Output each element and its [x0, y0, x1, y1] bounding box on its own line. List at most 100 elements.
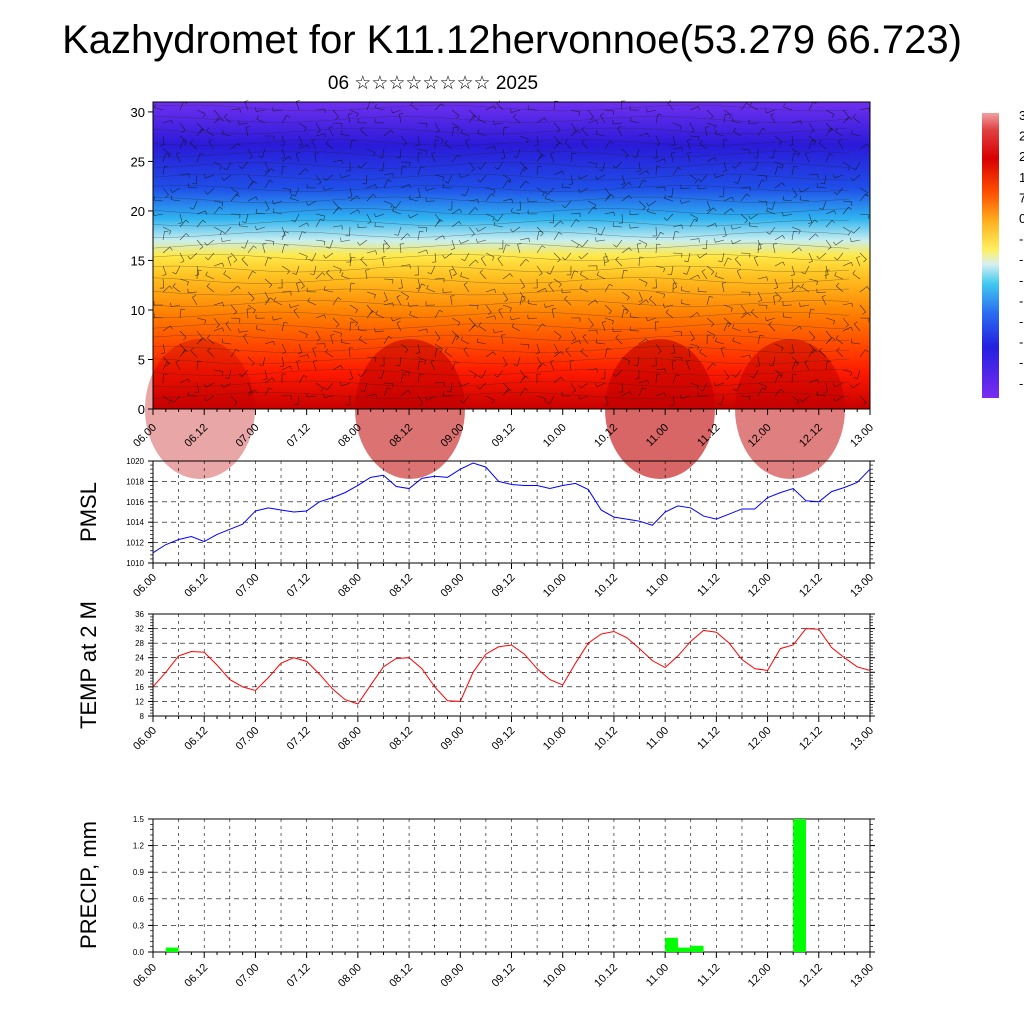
wind-barb-flag: [272, 200, 274, 205]
wind-barb: [842, 317, 849, 326]
wind-barb-flag: [330, 334, 335, 336]
wind-barb-flag: [778, 297, 782, 302]
wind-barb: [854, 323, 861, 332]
wind-barb-flag: [546, 272, 551, 275]
wind-barb: [162, 148, 171, 155]
wind-barb: [324, 289, 334, 293]
wind-barb: [366, 184, 376, 189]
wind-barb: [400, 291, 409, 297]
wind-barb: [842, 200, 852, 203]
wind-barb: [859, 304, 866, 313]
wind-barb: [196, 317, 206, 321]
wind-barb-flag: [455, 336, 459, 341]
wind-barb-flag: [292, 272, 297, 275]
wind-barb: [579, 395, 589, 400]
wind-barb: [553, 330, 562, 337]
wind-barb-flag: [663, 294, 666, 299]
wind-barb: [672, 374, 677, 384]
wind-barb: [298, 231, 303, 241]
wind-barb-flag: [184, 349, 189, 352]
wind-barb-flag: [748, 312, 751, 317]
wind-barb-flag: [850, 338, 853, 343]
wind-barb-flag: [357, 195, 360, 200]
wind-barb: [468, 324, 476, 332]
wind-barb: [720, 395, 725, 405]
wind-barb-flag: [697, 346, 699, 351]
wind-barb: [774, 261, 784, 267]
wind-barb: [227, 257, 232, 267]
wind-barb: [791, 361, 796, 371]
wind-barb: [247, 180, 255, 189]
temp-x-tick-label: 13.00: [848, 725, 876, 753]
wind-barb-flag: [805, 151, 810, 155]
wind-barb-flag: [556, 129, 561, 133]
wind-barb: [536, 154, 542, 163]
wind-barb-flag: [452, 273, 457, 276]
wind-barb-flag: [625, 310, 629, 315]
wind-barb-flag: [558, 232, 563, 235]
wind-barb: [341, 174, 351, 179]
wind-barb-flag: [475, 259, 479, 264]
wind-barb: [842, 326, 852, 332]
wind-barb: [621, 382, 624, 392]
wind-barb-flag: [492, 217, 495, 222]
wind-barb: [723, 322, 728, 332]
wind-barb-flag: [748, 328, 750, 333]
wind-barb: [689, 343, 699, 347]
wind-barb: [638, 179, 644, 189]
wind-barb-flag: [392, 205, 396, 209]
wind-barb: [230, 252, 238, 260]
wind-barb-flag: [303, 127, 307, 132]
wind-barb: [536, 135, 539, 145]
wind-barb: [615, 337, 623, 345]
precip-x-tick-label: 12.12: [797, 962, 825, 990]
wind-barb-flag: [731, 117, 734, 122]
temp-y-tick-label: 24: [135, 654, 144, 663]
wind-barb-flag: [811, 337, 816, 341]
wind-barb-flag: [517, 243, 522, 245]
wind-barb-flag: [182, 350, 186, 354]
wind-barb: [638, 256, 640, 267]
wind-barb-flag: [593, 206, 597, 210]
wind-barb: [332, 206, 340, 215]
wind-barb: [213, 109, 220, 118]
wind-barb: [553, 220, 561, 228]
wind-barb: [281, 365, 291, 371]
wind-barb: [477, 118, 487, 124]
wind-barb-flag: [664, 194, 667, 199]
wind-barb: [451, 317, 461, 323]
wind-barb-flag: [834, 257, 838, 261]
wind-barb: [188, 291, 198, 294]
wind-barb-flag: [216, 324, 220, 328]
precip-x-tick-label: 07.12: [285, 962, 313, 990]
heatmap-y-tick-label: 25: [131, 154, 145, 169]
wind-barb-flag: [436, 347, 441, 350]
wind-barb-flag: [546, 401, 550, 405]
temp-y-tick-label: 20: [135, 668, 144, 677]
wind-barb: [581, 142, 589, 150]
wind-barb: [434, 219, 440, 228]
wind-barb-flag: [183, 140, 188, 143]
wind-barb: [654, 322, 657, 332]
wind-barb: [485, 105, 494, 111]
wind-barb: [511, 211, 521, 215]
wind-barb: [701, 271, 708, 280]
wind-barb: [536, 363, 544, 371]
wind-barb: [315, 133, 325, 137]
wind-barb: [485, 193, 492, 202]
precip-x-tick-label: 07.00: [234, 962, 262, 990]
wind-barb: [859, 252, 867, 260]
wind-barb-flag: [460, 128, 463, 133]
wind-barb-flag: [262, 243, 267, 245]
wind-barb: [359, 339, 368, 345]
wind-barb: [247, 356, 255, 364]
precip-x-tick-label: 11.12: [695, 962, 722, 989]
wind-barb: [247, 174, 254, 183]
colorbar-label: -: [1019, 355, 1023, 370]
colorbar: [982, 113, 999, 398]
wind-barb-flag: [351, 256, 356, 259]
wind-barb-flag: [680, 199, 682, 204]
wind-barb: [154, 199, 164, 202]
contour-line: [152, 334, 850, 342]
wind-barb: [224, 116, 232, 124]
